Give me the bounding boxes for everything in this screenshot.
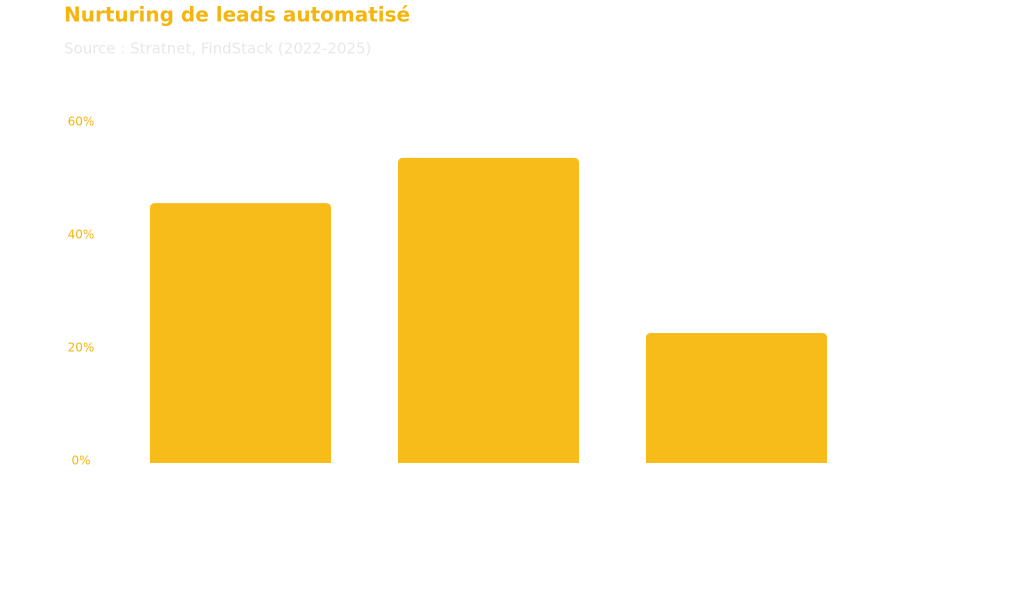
bar xyxy=(645,333,828,463)
y-tick-label: 60% xyxy=(68,115,95,129)
y-tick-label: 40% xyxy=(68,228,95,242)
y-tick-label: 0% xyxy=(71,454,90,468)
chart-title: Nurturing de leads automatisé xyxy=(64,3,410,27)
bar xyxy=(397,157,580,463)
bar xyxy=(149,203,332,463)
chart-subtitle: Source : Stratnet, FindStack (2022-2025) xyxy=(64,40,371,58)
y-tick-label: 20% xyxy=(68,341,95,355)
